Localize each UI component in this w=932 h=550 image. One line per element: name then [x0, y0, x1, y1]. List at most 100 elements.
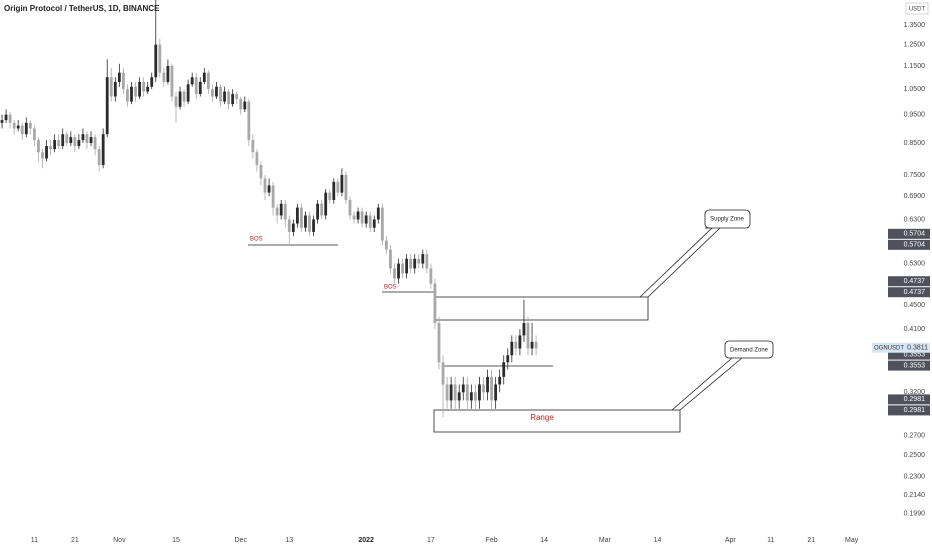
- y-tick-label: 0.7500: [904, 172, 926, 179]
- candle-body: [530, 341, 534, 349]
- candle-body: [243, 101, 247, 110]
- candle-body: [453, 384, 457, 401]
- price-marker-label: 0.3553: [904, 351, 926, 358]
- callout-line: [671, 357, 733, 411]
- candle-body: [32, 128, 36, 141]
- candle-body: [397, 263, 400, 279]
- candle-body: [320, 203, 324, 216]
- price-marker: [888, 239, 930, 250]
- candle-body: [372, 219, 376, 228]
- price-marker: [888, 394, 930, 405]
- candle-body: [405, 258, 409, 274]
- candle-body: [109, 77, 113, 97]
- candle-body: [215, 86, 218, 97]
- candle-body: [308, 215, 311, 232]
- x-tick-label: 11: [767, 537, 774, 544]
- candle-body: [57, 140, 61, 147]
- candle-body: [526, 322, 530, 349]
- candle-body: [4, 114, 8, 121]
- candle-body: [295, 207, 299, 224]
- candle-body: [380, 207, 384, 241]
- candle-body: [324, 192, 328, 216]
- candle-body: [283, 203, 287, 220]
- candle-body: [279, 203, 283, 216]
- candle-body: [482, 384, 485, 393]
- currency-label: USDT: [909, 7, 926, 13]
- y-tick-label: 1.2500: [904, 41, 926, 48]
- candle-body: [219, 86, 222, 102]
- price-marker: [888, 228, 930, 239]
- candle-body: [158, 44, 162, 73]
- candle-body: [425, 254, 429, 269]
- x-tick-label: 14: [654, 537, 662, 544]
- last-price-box: [872, 342, 930, 353]
- x-tick-label: Dec: [235, 537, 248, 544]
- candle-body: [12, 122, 16, 129]
- candle-body: [0, 120, 4, 123]
- candle-body: [126, 89, 129, 102]
- callout-line: [679, 357, 743, 411]
- x-tick-label: 11: [31, 537, 38, 544]
- candle-body: [275, 207, 279, 216]
- candle-body: [401, 263, 404, 274]
- candle-body: [97, 149, 101, 165]
- candle-body: [85, 134, 89, 144]
- currency-box: [905, 2, 929, 15]
- x-tick-label: Feb: [486, 537, 498, 544]
- candle-body: [69, 137, 73, 144]
- candle-body: [348, 199, 352, 216]
- candle-body: [300, 207, 303, 228]
- price-marker-label: 0.4737: [904, 289, 926, 296]
- x-tick-label: 15: [172, 537, 180, 544]
- candle-body: [231, 94, 235, 105]
- y-tick-label: 0.2500: [904, 452, 926, 459]
- candle-body: [170, 65, 174, 97]
- candle-body: [332, 181, 336, 200]
- candle-body: [186, 84, 190, 102]
- candle-body: [384, 240, 388, 250]
- candle-body: [117, 72, 121, 82]
- candle-body: [364, 215, 368, 224]
- candle-body: [122, 72, 125, 90]
- x-tick-label: 13: [285, 537, 293, 544]
- y-tick-label: 0.2700: [904, 432, 926, 439]
- price-marker-label: 0.2981: [904, 407, 926, 414]
- candle-body: [93, 137, 97, 150]
- candle-body: [105, 77, 109, 135]
- price-marker: [888, 405, 930, 416]
- candle-body: [409, 258, 413, 269]
- supply-callout-label: Supply Zone: [710, 217, 744, 223]
- candle-body: [251, 140, 255, 153]
- candle-body: [194, 77, 198, 95]
- y-tick-label: 1.3500: [904, 22, 926, 29]
- candle-body: [162, 72, 166, 82]
- candle-body: [328, 192, 332, 200]
- bos-label: BOS: [384, 285, 397, 291]
- x-tick-label: Apr: [725, 537, 737, 544]
- candle-body: [150, 77, 154, 87]
- candle-body: [134, 86, 137, 97]
- y-tick-label: 0.4500: [904, 302, 926, 309]
- candle-body: [441, 362, 445, 385]
- candle-body: [267, 185, 271, 193]
- price-marker-label: 0.5704: [904, 231, 926, 238]
- candle-body: [8, 114, 12, 123]
- last-price-symbol: OGNUSDT: [874, 345, 904, 351]
- candle-body: [146, 86, 150, 92]
- candle-body: [211, 89, 214, 97]
- y-tick-label: 0.3200: [904, 389, 926, 396]
- y-tick-label: 0.4100: [904, 326, 926, 333]
- candle-body: [287, 219, 291, 232]
- callout-line: [639, 227, 713, 298]
- candle-body: [429, 268, 433, 284]
- supply-callout: [704, 209, 751, 229]
- candle-body: [417, 258, 421, 264]
- candle-body: [178, 91, 182, 107]
- candle-body: [506, 355, 510, 363]
- candle-body: [113, 81, 117, 97]
- candle-body: [474, 392, 477, 401]
- candle-body: [518, 335, 522, 349]
- price-marker: [888, 360, 930, 371]
- price-marker-label: 0.2981: [904, 396, 926, 403]
